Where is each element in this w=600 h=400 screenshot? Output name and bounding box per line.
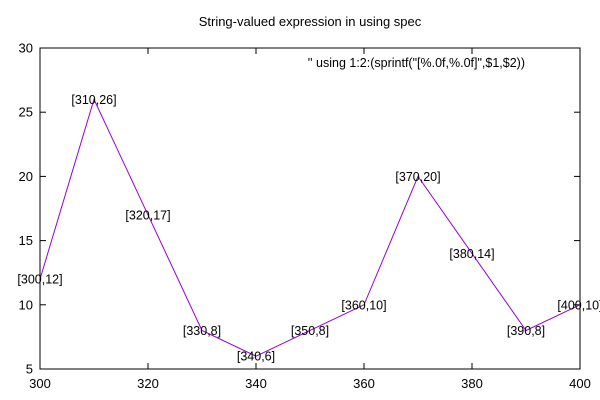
- y-tick-label: 25: [19, 105, 33, 120]
- y-tick-label: 5: [26, 362, 33, 377]
- x-tick-label: 360: [353, 376, 375, 391]
- y-tick-label: 30: [19, 41, 33, 56]
- x-tick-label: 340: [245, 376, 267, 391]
- point-label: [340,6]: [237, 350, 275, 364]
- y-tick-label: 15: [19, 233, 33, 248]
- legend-entry: '' using 1:2:(sprintf("[%.0f,%.0f]",$1,$…: [308, 56, 525, 70]
- point-labels: [300,12] [310,26] [320,17] [330,8] [340,6] [3…: [17, 93, 600, 364]
- series: [39, 97, 581, 357]
- y-tick-label: 10: [19, 297, 33, 312]
- point-label: [380,14]: [449, 247, 494, 261]
- point-label: [300,12]: [17, 273, 62, 287]
- point-label: [350,8]: [291, 324, 329, 338]
- point-label: [330,8]: [183, 324, 221, 338]
- point-label: [370,20]: [395, 170, 440, 184]
- x-tick-label: 320: [137, 376, 159, 391]
- point-label: [310,26]: [71, 93, 116, 107]
- x-tick-label: 300: [29, 376, 51, 391]
- point-label: [320,17]: [125, 208, 170, 222]
- series-line: [39, 97, 581, 357]
- x-tick-label: 380: [461, 376, 483, 391]
- plot-border: [39, 47, 581, 370]
- point-label: [390,8]: [507, 324, 545, 338]
- point-label: [400,10]: [557, 298, 600, 312]
- chart-title: String-valued expression in using spec: [199, 14, 422, 29]
- axes: [39, 47, 581, 370]
- x-tick-label: 400: [569, 376, 591, 391]
- point-label: [360,10]: [341, 298, 386, 312]
- ticks: 300 320 340 360 380 400 5 10 15 20 25 30: [19, 41, 591, 392]
- y-tick-label: 20: [19, 169, 33, 184]
